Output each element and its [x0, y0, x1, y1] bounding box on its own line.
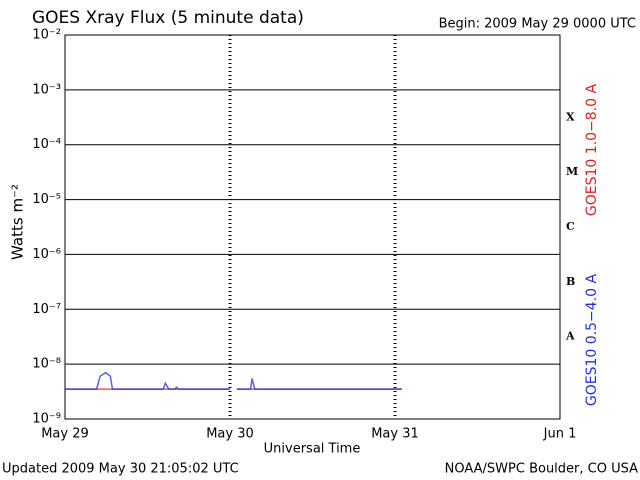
y-tick-label: 10⁻⁹: [32, 412, 61, 427]
credit-label: NOAA/SWPC Boulder, CO USA: [445, 462, 638, 477]
y-tick-label: 10⁻⁶: [32, 247, 61, 262]
flare-class: M: [566, 165, 578, 178]
x-tick-label: Jun 1: [543, 427, 577, 442]
y-tick-label: 10⁻⁸: [32, 357, 61, 372]
chart-title: GOES Xray Flux (5 minute data): [32, 8, 304, 28]
flare-class: A: [565, 330, 575, 343]
flare-class: C: [566, 220, 575, 233]
y-tick-label: 10⁻⁷: [32, 302, 61, 317]
y-tick-label: 10⁻³: [32, 82, 61, 97]
legend-entry: GOES10 1.0−8.0 A: [584, 84, 600, 217]
plot-frame: [64, 34, 561, 420]
y-axis-label: Watts m⁻²: [9, 184, 27, 260]
x-tick-label: May 31: [371, 427, 419, 442]
legend-entry: GOES10 0.5−4.0 A: [584, 274, 600, 407]
x-tick-label: May 29: [41, 427, 89, 442]
x-axis-label: Universal Time: [264, 442, 361, 457]
y-tick-label: 10⁻²: [32, 28, 61, 43]
x-tick-label: May 30: [206, 427, 254, 442]
flare-class: B: [566, 275, 575, 288]
flare-class: X: [566, 110, 575, 123]
series-line: [65, 371, 402, 390]
updated-label: Updated 2009 May 30 21:05:02 UTC: [2, 462, 239, 477]
y-tick-label: 10⁻⁴: [32, 137, 61, 152]
y-tick-label: 10⁻⁵: [32, 192, 61, 207]
begin-label: Begin: 2009 May 29 0000 UTC: [439, 17, 636, 32]
